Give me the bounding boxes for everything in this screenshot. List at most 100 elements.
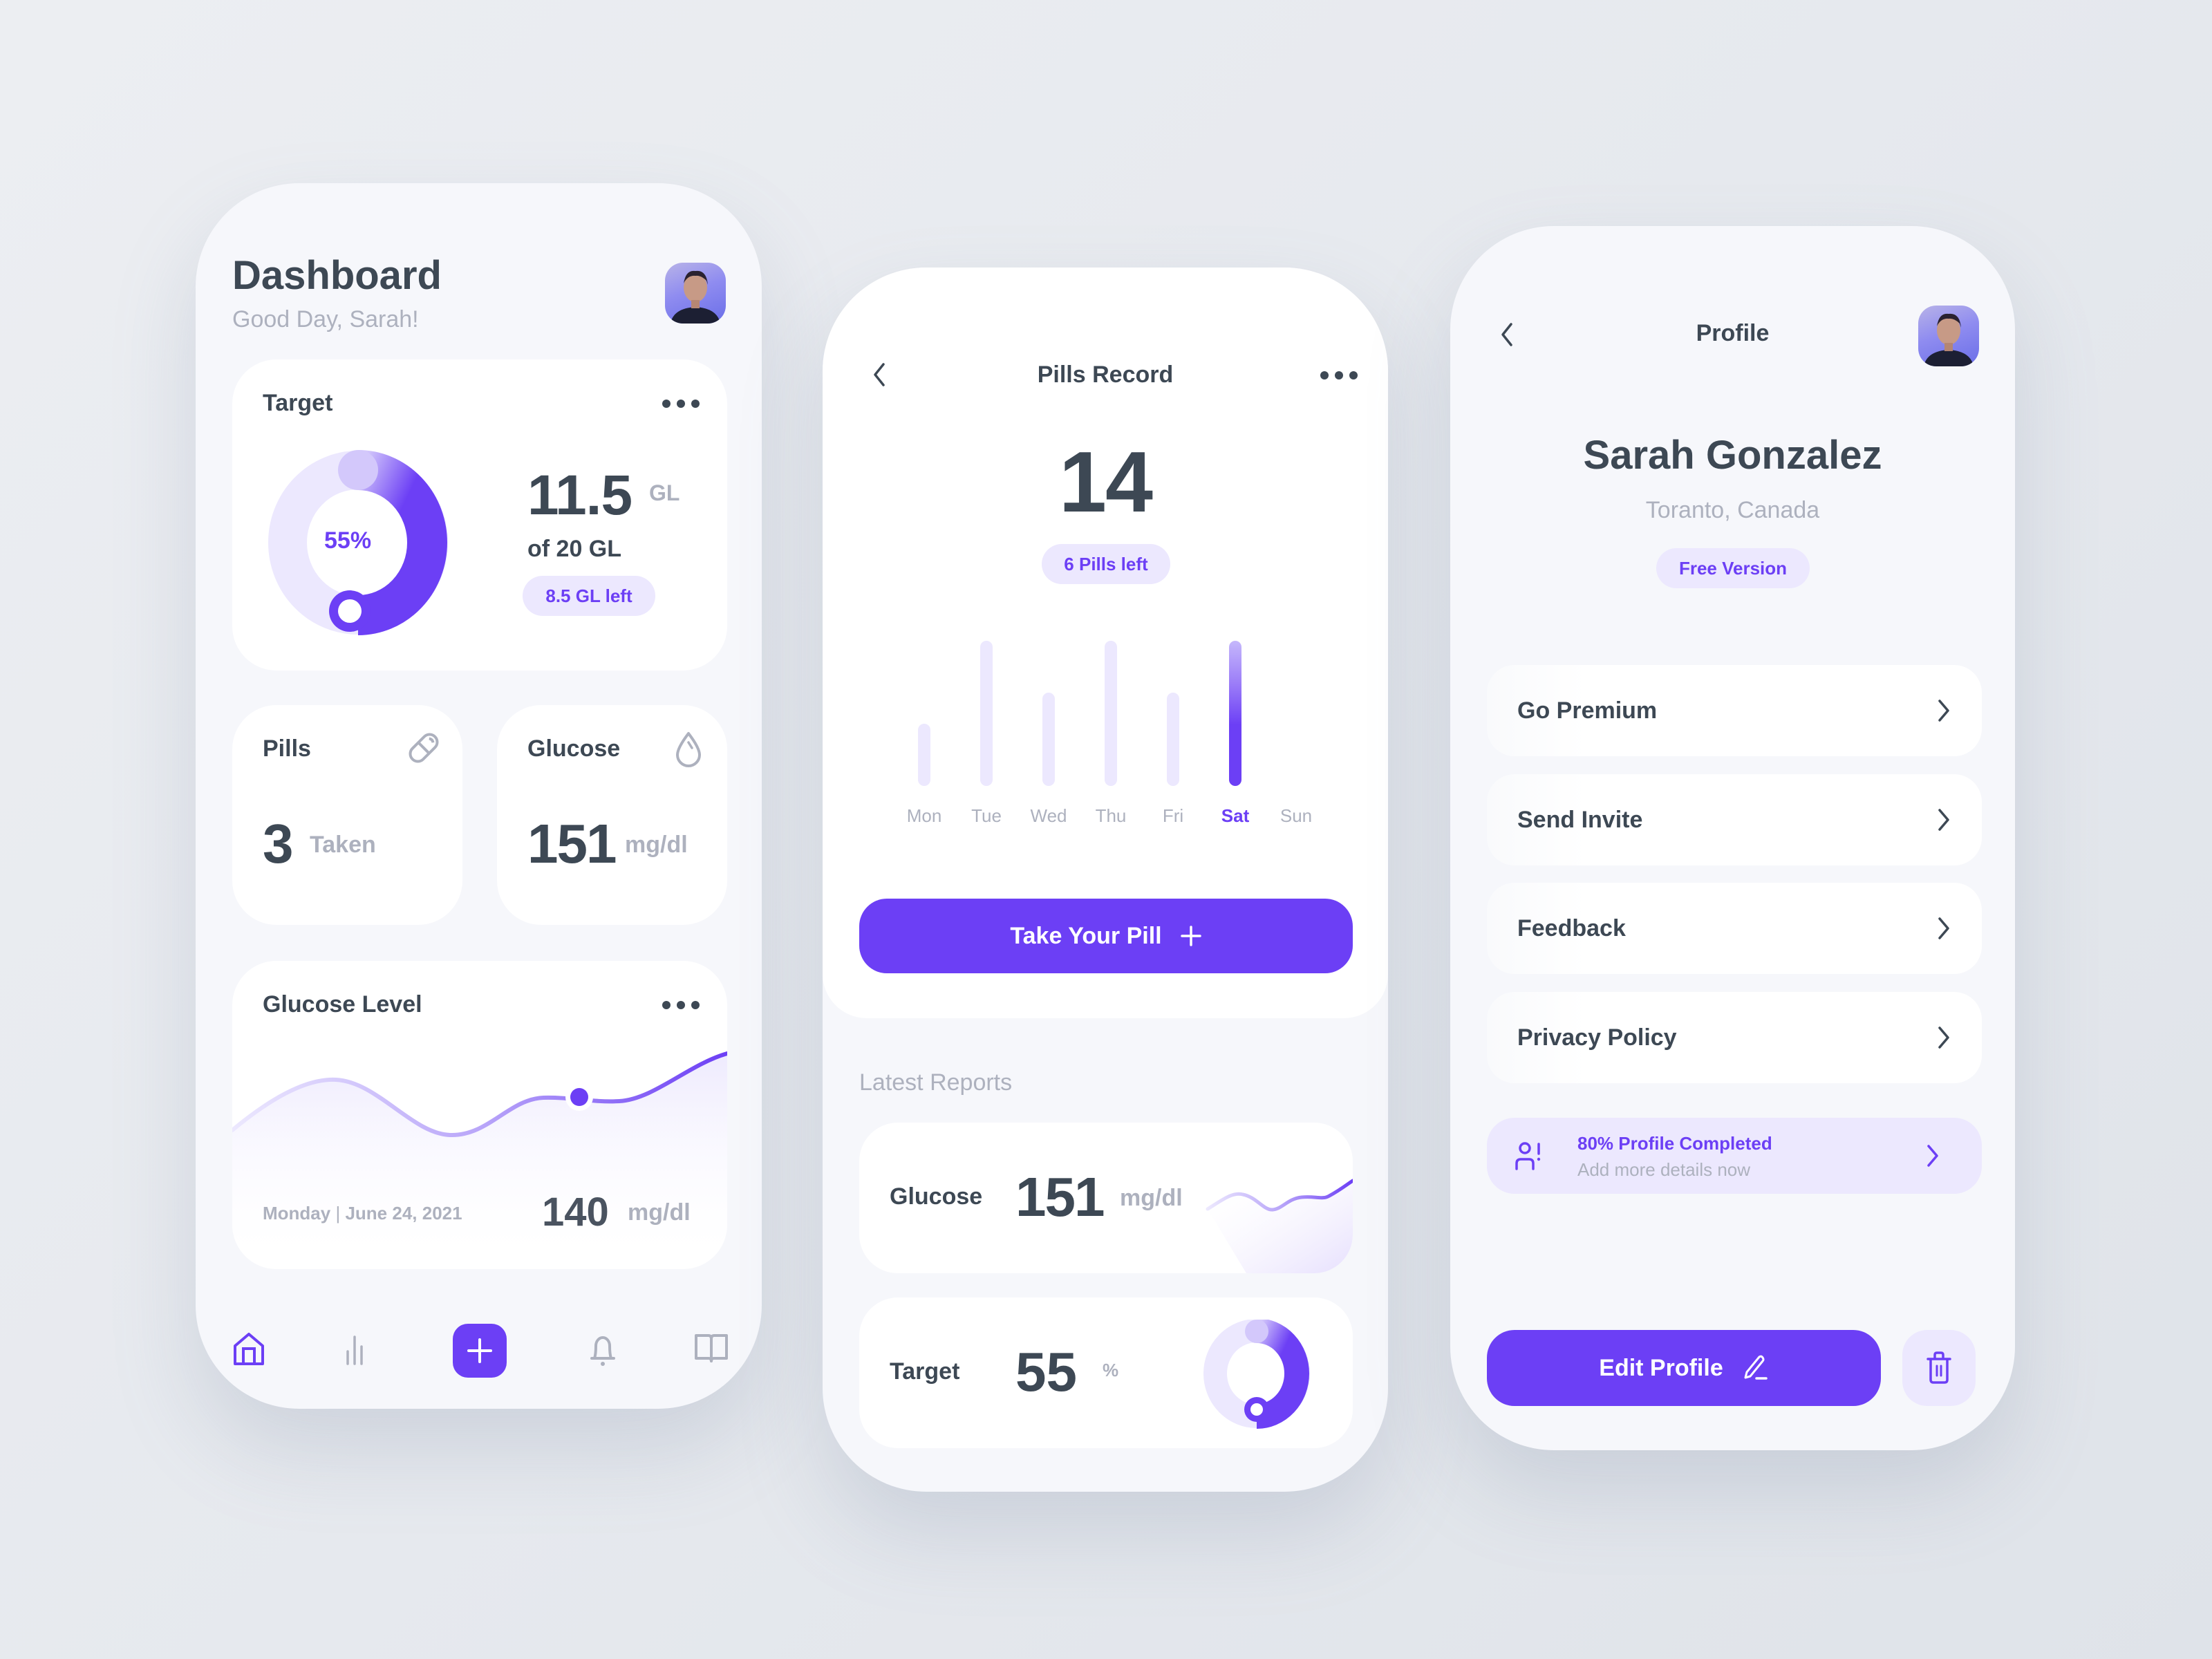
page-title: Dashboard <box>232 253 442 298</box>
plus-icon <box>1180 926 1201 946</box>
profile-screen: Profile Sarah Gonzalez Toranto, Canada F… <box>1450 226 2015 1450</box>
stats-icon[interactable] <box>344 1335 365 1365</box>
target-percent: 55% <box>324 527 372 554</box>
trash-icon <box>1927 1351 1951 1384</box>
screen-title: Pills Record <box>1037 362 1174 388</box>
latest-reports-title: Latest Reports <box>859 1069 1013 1096</box>
greeting-text: Good Day, Sarah! <box>232 306 419 332</box>
pills-count: 14 <box>1059 435 1153 530</box>
screen-title: Profile <box>1696 320 1770 346</box>
drop-icon <box>676 732 701 767</box>
pills-record-screen: Pills Record 14 6 Pills left Mon Tue Wed… <box>823 268 1388 1492</box>
home-icon[interactable] <box>232 1332 265 1367</box>
glucose-line-chart <box>232 1051 727 1269</box>
pills-card[interactable]: Pills 3 Taken <box>232 705 462 925</box>
report-value: 151 <box>1015 1166 1105 1228</box>
more-horizontal-icon[interactable] <box>662 400 700 408</box>
menu-item-privacy-policy[interactable]: Privacy Policy <box>1487 992 1982 1083</box>
take-pill-label: Take Your Pill <box>1010 922 1162 949</box>
more-horizontal-icon[interactable] <box>1320 371 1358 379</box>
card-title: Target <box>263 390 333 416</box>
pills-left-badge: 6 Pills left <box>1042 544 1170 584</box>
chevron-left-icon[interactable] <box>1499 321 1515 348</box>
pills-bar-chart: Mon Tue Wed Thu Fri Sat Sun <box>885 620 1327 827</box>
report-value: 55 <box>1015 1341 1077 1403</box>
user-avatar-icon <box>1924 313 1974 366</box>
avatar[interactable] <box>1918 306 1979 366</box>
date-day: Monday <box>263 1203 331 1224</box>
chevron-left-icon[interactable] <box>871 361 888 388</box>
day-label: Thu <box>1095 805 1127 826</box>
pencil-icon <box>1744 1355 1768 1380</box>
day-label: Mon <box>906 805 942 826</box>
bar-tue <box>980 641 993 786</box>
pill-icon <box>409 733 439 763</box>
take-pill-button[interactable]: Take Your Pill <box>859 899 1353 973</box>
glucose-sparkline <box>1206 1179 1353 1273</box>
bar-wed <box>1042 693 1055 786</box>
menu-item-label: Feedback <box>1517 915 1626 941</box>
day-label: Wed <box>1030 805 1067 826</box>
bar-fri <box>1167 693 1179 786</box>
card-title: Pills <box>263 735 311 762</box>
book-icon[interactable] <box>694 1333 729 1365</box>
report-target-card[interactable]: Target 55 % <box>859 1297 1353 1448</box>
chevron-right-icon <box>1938 700 1949 722</box>
edit-profile-label: Edit Profile <box>1599 1354 1723 1381</box>
day-label: Tue <box>971 805 1002 826</box>
user-name: Sarah Gonzalez <box>1583 433 1882 478</box>
avatar[interactable] <box>665 263 726 324</box>
plus-icon <box>467 1338 492 1363</box>
menu-item-go-premium[interactable]: Go Premium <box>1487 665 1982 756</box>
plan-badge: Free Version <box>1656 548 1810 588</box>
report-unit: % <box>1103 1360 1119 1380</box>
glucose-card[interactable]: Glucose 151 mg/dl <box>497 705 727 925</box>
user-location: Toranto, Canada <box>1645 497 1820 523</box>
menu-item-label: Privacy Policy <box>1517 1024 1677 1051</box>
card-title: Glucose <box>527 735 621 762</box>
glucose-unit: mg/dl <box>625 832 688 858</box>
dashboard-screen: Dashboard Good Day, Sarah! Target <box>196 183 762 1409</box>
chart-highlight-point <box>570 1088 588 1106</box>
bell-icon[interactable] <box>586 1332 619 1368</box>
edit-profile-button[interactable]: Edit Profile <box>1487 1330 1881 1406</box>
date-full: June 24, 2021 <box>345 1203 462 1224</box>
glucose-level-unit: mg/dl <box>628 1199 691 1226</box>
menu-item-label: Send Invite <box>1517 806 1643 833</box>
bottom-nav <box>232 1317 729 1386</box>
report-glucose-card[interactable]: Glucose 151 mg/dl <box>859 1123 1353 1273</box>
target-value: 11.5 <box>527 464 632 527</box>
chevron-right-icon <box>1938 1027 1949 1049</box>
day-label: Sun <box>1280 805 1313 826</box>
user-alert-icon <box>1515 1142 1541 1170</box>
remaining-badge: 8.5 GL left <box>523 576 655 616</box>
completion-title: 80% Profile Completed <box>1577 1133 1772 1154</box>
pills-taken-value: 3 <box>263 813 294 874</box>
target-donut-chart <box>268 450 448 635</box>
target-unit: GL <box>649 480 680 505</box>
glucose-date: Monday | June 24, 2021 <box>263 1203 462 1224</box>
bar-thu <box>1105 641 1117 786</box>
delete-button[interactable] <box>1902 1330 1976 1406</box>
user-avatar-icon <box>671 270 720 324</box>
target-total: of 20 GL <box>527 536 622 562</box>
profile-completion-banner[interactable]: 80% Profile Completed Add more details n… <box>1487 1118 1982 1194</box>
menu-item-label: Go Premium <box>1517 697 1658 724</box>
target-card: Target 55% 11.5 GL of 20 GL 8.5 GL left <box>232 359 727 671</box>
day-label-active: Sat <box>1221 805 1250 826</box>
pills-taken-label: Taken <box>310 832 376 858</box>
chevron-right-icon <box>1938 917 1949 939</box>
menu-item-feedback[interactable]: Feedback <box>1487 883 1982 974</box>
day-label: Fri <box>1162 805 1184 826</box>
chevron-right-icon <box>1938 809 1949 831</box>
chevron-right-icon <box>1927 1145 1938 1167</box>
report-unit: mg/dl <box>1120 1185 1183 1211</box>
card-title: Glucose Level <box>263 991 422 1018</box>
add-button[interactable] <box>453 1324 507 1378</box>
bar-sat[interactable] <box>1229 641 1241 786</box>
bar-mon <box>918 724 930 786</box>
completion-subtitle: Add more details now <box>1577 1159 1751 1180</box>
more-horizontal-icon[interactable] <box>662 1001 700 1009</box>
report-label: Target <box>890 1358 960 1385</box>
menu-item-send-invite[interactable]: Send Invite <box>1487 774 1982 865</box>
